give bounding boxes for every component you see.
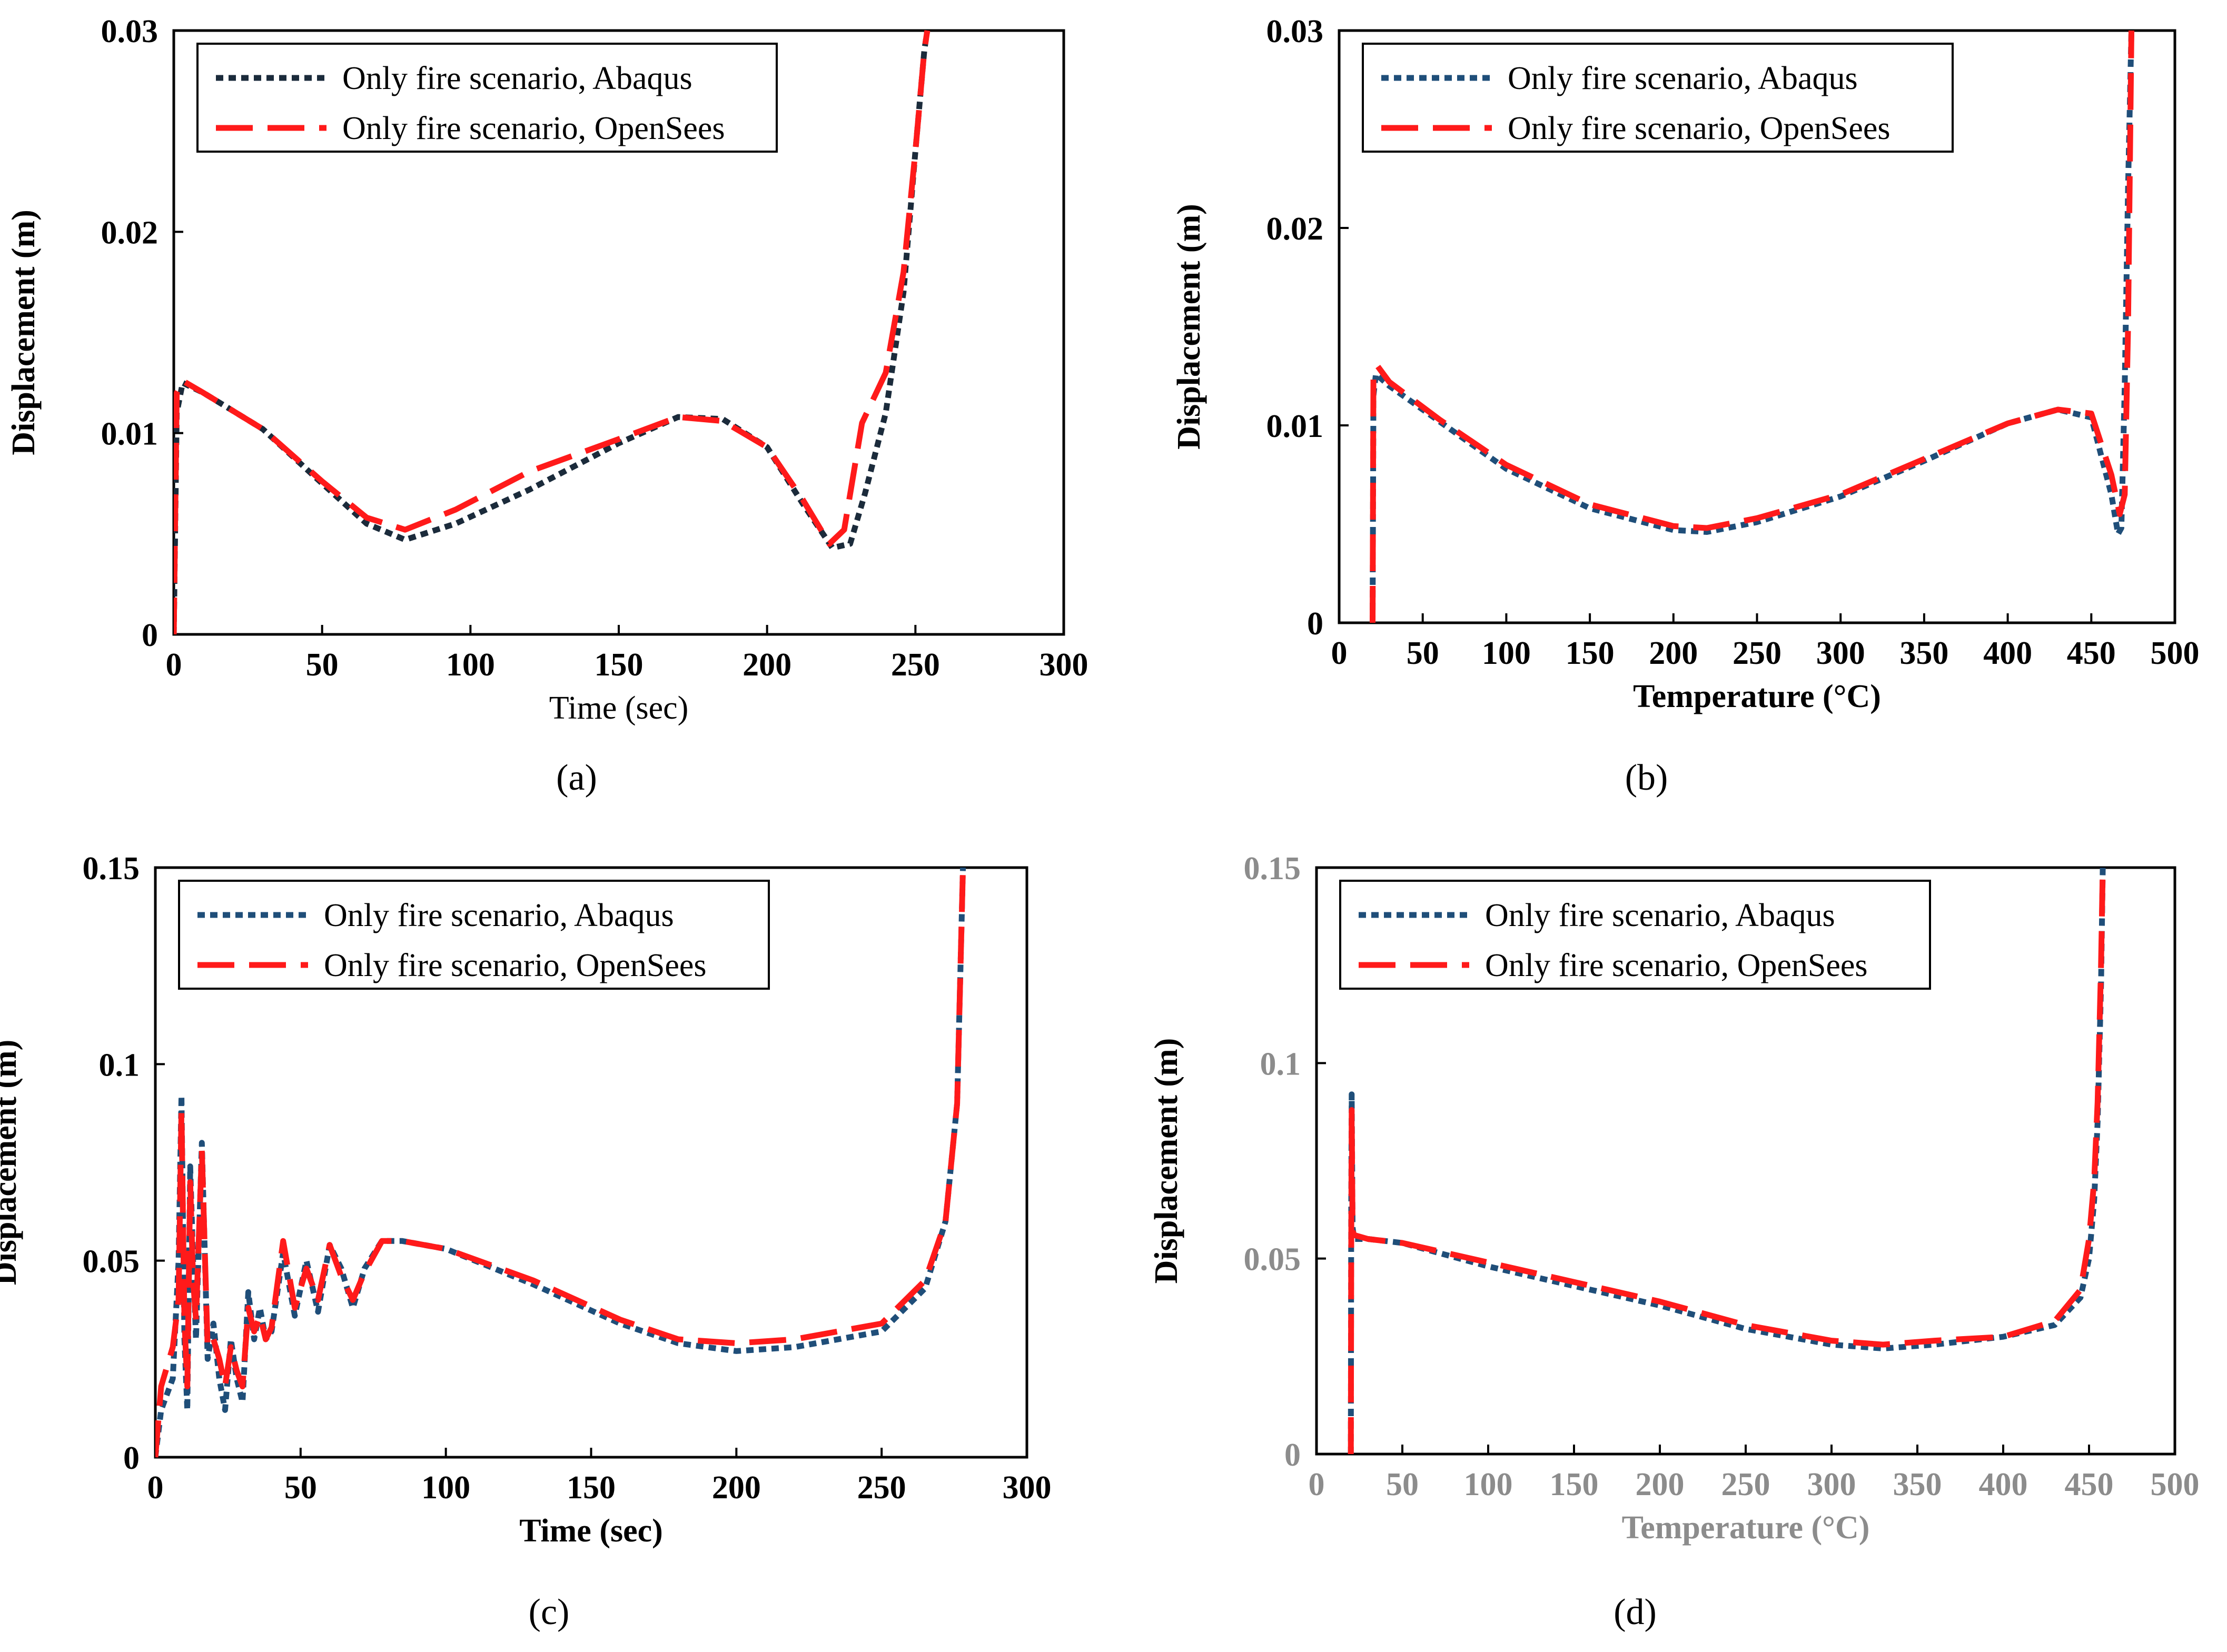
legend-label: Only fire scenario, OpenSees (342, 111, 725, 146)
series-line-opensees (174, 30, 931, 635)
x-tick-label: 450 (2065, 1467, 2114, 1502)
x-tick-label: 100 (421, 1470, 470, 1506)
y-axis-label: Displacement (m) (6, 210, 42, 455)
legend-label: Only fire scenario, Abaqus (1485, 898, 1835, 933)
legend-box (178, 880, 770, 990)
x-tick-label: 200 (1636, 1467, 1685, 1502)
x-tick-label: 50 (306, 647, 339, 683)
x-tick-label: 100 (446, 647, 495, 683)
x-tick-label: 300 (1040, 647, 1088, 683)
legend-label: Only fire scenario, Abaqus (342, 61, 692, 96)
y-tick-label: 0.05 (1244, 1242, 1301, 1278)
x-tick-label: 300 (1807, 1467, 1856, 1502)
y-tick-label: 0.03 (101, 14, 159, 49)
y-tick-label: 0 (142, 618, 158, 653)
y-axis-label: Displacement (m) (1171, 204, 1207, 450)
x-tick-label: 0 (147, 1470, 164, 1506)
y-tick-label: 0.03 (1266, 14, 1324, 49)
x-tick-label: 50 (1386, 1467, 1419, 1502)
legend-label: Only fire scenario, OpenSees (1508, 111, 1891, 146)
y-tick-label: 0.01 (101, 416, 159, 452)
panel-caption: (a) (556, 758, 597, 798)
x-tick-label: 0 (1331, 635, 1348, 671)
legend-box (196, 43, 778, 153)
panel-caption: (d) (1614, 1592, 1657, 1633)
x-tick-label: 50 (1407, 635, 1439, 671)
legend-box (1362, 43, 1954, 153)
chart-panel-a: 0 50 100 150 200 250 300 0 0.01 0.02 0.03 Time (sec… (6, 14, 1088, 798)
chart-panel-b: 0 50 100 150 200 250 300 350 400 450 500 0 0.01 0.02 0… (1171, 14, 2200, 798)
x-tick-label: 50 (284, 1470, 317, 1506)
x-tick-label: 400 (1983, 635, 2032, 671)
x-axis-label: Temperature (°C) (1633, 679, 1881, 714)
x-tick-label: 500 (2151, 1467, 2200, 1502)
x-tick-label: 350 (1899, 635, 1948, 671)
legend-label: Only fire scenario, Abaqus (324, 898, 674, 933)
x-tick-label: 250 (857, 1470, 906, 1506)
chart-panel-c: 0 50 100 150 200 250 300 0 0.05 0.1 0.15 Time (sec)… (0, 851, 1052, 1633)
x-tick-label: 150 (595, 647, 644, 683)
y-axis-label: Displacement (m) (0, 1040, 23, 1286)
y-tick-label: 0.15 (1244, 851, 1301, 887)
x-tick-label: 450 (2067, 635, 2116, 671)
y-tick-label: 0.05 (83, 1244, 140, 1280)
chart-panel-d: 0 50 100 150 200 250 300 350 400 450 500 0 0.05 0.1 0.… (1149, 851, 2200, 1633)
x-tick-label: 400 (1979, 1467, 2028, 1502)
x-tick-label: 500 (2151, 635, 2200, 671)
x-tick-label: 150 (1566, 635, 1615, 671)
x-tick-label: 0 (166, 647, 182, 683)
x-tick-label: 200 (712, 1470, 761, 1506)
x-tick-label: 200 (743, 647, 791, 683)
y-axis-label: Displacement (m) (1149, 1038, 1184, 1284)
y-tick-label: 0.01 (1266, 409, 1324, 444)
y-tick-label: 0.1 (1260, 1046, 1301, 1082)
y-tick-label: 0.02 (1266, 211, 1324, 247)
y-tick-label: 0.15 (83, 851, 140, 887)
legend-label: Only fire scenario, Abaqus (1508, 61, 1858, 96)
x-tick-label: 150 (1550, 1467, 1599, 1502)
x-tick-label: 200 (1649, 635, 1698, 671)
x-axis-label: Temperature (°C) (1622, 1510, 1870, 1546)
panel-caption: (b) (1625, 758, 1668, 798)
x-tick-label: 250 (891, 647, 940, 683)
x-tick-label: 150 (567, 1470, 616, 1506)
x-tick-label: 350 (1893, 1467, 1942, 1502)
series-line-abaqus (1370, 30, 2134, 623)
y-tick-label: 0.02 (101, 215, 159, 251)
x-tick-label: 100 (1464, 1467, 1513, 1502)
legend-label: Only fire scenario, OpenSees (324, 948, 707, 983)
y-tick-label: 0 (1284, 1437, 1301, 1473)
x-axis-label: Time (sec) (519, 1513, 663, 1549)
y-tick-label: 0 (1307, 606, 1323, 642)
x-tick-label: 0 (1309, 1467, 1325, 1502)
x-tick-label: 250 (1721, 1467, 1770, 1502)
x-tick-label: 100 (1482, 635, 1531, 671)
x-axis-label: Time (sec) (549, 690, 689, 726)
x-tick-label: 300 (1003, 1470, 1052, 1506)
x-tick-label: 250 (1733, 635, 1781, 671)
series-line-opensees (155, 867, 966, 1458)
y-tick-label: 0 (123, 1440, 140, 1476)
series-line-opensees (1348, 867, 2106, 1455)
series-line-opensees (1370, 30, 2134, 623)
legend-box (1339, 880, 1931, 990)
x-tick-label: 300 (1816, 635, 1865, 671)
y-tick-label: 0.1 (99, 1047, 140, 1083)
legend-label: Only fire scenario, OpenSees (1485, 948, 1868, 983)
panel-caption: (c) (529, 1592, 570, 1633)
